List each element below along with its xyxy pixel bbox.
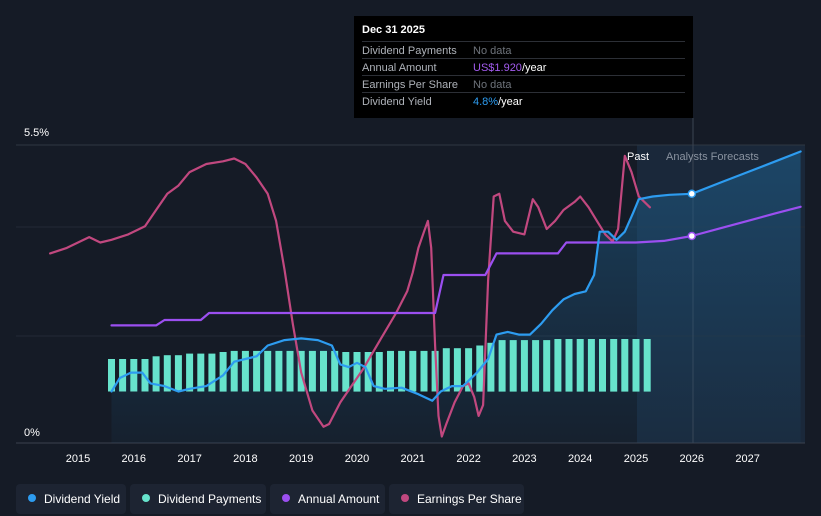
dividend-payment-bar: [241, 350, 249, 392]
tooltip-row-annual-amount: Annual Amount US$1.920/year: [362, 58, 685, 76]
dividend-payment-bar: [174, 355, 182, 392]
dividend-payment-bar: [375, 352, 383, 392]
tooltip-label: Annual Amount: [362, 62, 437, 74]
annual-amount-line: [110, 205, 802, 327]
y-label-bottom: 0%: [24, 427, 40, 439]
dividend-payment-bar: [275, 350, 283, 392]
dividend-payment-bar: [398, 350, 406, 392]
dividend-payment-bar: [532, 340, 540, 392]
tooltip-value: No data: [473, 79, 512, 91]
tooltip-label: Dividend Payments: [362, 45, 457, 57]
dividend-payment-bar: [643, 339, 651, 392]
tooltip-row-dividend-payments: Dividend Payments No data: [362, 41, 685, 59]
legend-item-earnings-per-share[interactable]: Earnings Per Share: [389, 484, 524, 514]
forecast-label: Analysts Forecasts: [666, 151, 759, 163]
dividend-payment-bar: [453, 348, 461, 392]
tooltip-value: 4.8%: [473, 96, 499, 108]
annual-amount-marker: [687, 231, 697, 241]
x-tick-label: 2027: [735, 453, 759, 465]
x-tick-label: 2017: [177, 453, 201, 465]
legend-dot-icon: [28, 494, 36, 502]
dividend-payment-bar: [130, 359, 138, 392]
x-tick-label: 2021: [401, 453, 425, 465]
tooltip-value-wrap: 4.8%/year: [473, 96, 523, 108]
dividend-payment-bar: [286, 350, 294, 392]
dividend-payment-bar: [621, 339, 629, 392]
x-tick-label: 2020: [345, 453, 369, 465]
tooltip-row-dividend-yield: Dividend Yield 4.8%/year: [362, 92, 685, 110]
tooltip-value: No data: [473, 45, 512, 57]
x-tick-label: 2018: [233, 453, 257, 465]
x-tick-label: 2022: [456, 453, 480, 465]
x-tick-label: 2023: [512, 453, 536, 465]
x-tick-label: 2019: [289, 453, 313, 465]
dividend-payment-bar: [498, 340, 506, 392]
x-tick-label: 2026: [680, 453, 704, 465]
dividend-payment-bar: [186, 353, 194, 392]
x-tick-label: 2024: [568, 453, 592, 465]
dividend-payment-bar: [487, 342, 495, 392]
dividend-payment-bar: [409, 350, 417, 392]
y-label-top: 5.5%: [24, 127, 49, 139]
tooltip: Dec 31 2025 Dividend Payments No data An…: [354, 16, 693, 118]
legend-item-annual-amount[interactable]: Annual Amount: [270, 484, 385, 514]
legend-item-dividend-payments[interactable]: Dividend Payments: [130, 484, 266, 514]
dividend-yield-marker: [687, 189, 697, 199]
dividend-payment-bar: [587, 339, 595, 392]
legend-label: Earnings Per Share: [417, 492, 522, 506]
dividend-payment-bar: [152, 356, 160, 392]
dividend-payment-bar: [420, 350, 428, 392]
dividend-payment-bar: [308, 350, 316, 392]
dividend-payment-bar: [520, 340, 528, 392]
x-tick-label: 2016: [122, 453, 146, 465]
dividend-payment-bar: [509, 340, 517, 392]
dividend-payment-bar: [554, 339, 562, 392]
legend-dot-icon: [401, 494, 409, 502]
dividend-payment-bar: [442, 348, 450, 392]
earnings-per-share-line: [49, 154, 651, 438]
tooltip-unit: /year: [498, 96, 523, 108]
dividend-payment-bar: [163, 355, 171, 392]
tooltip-value: US$1.920: [473, 62, 522, 74]
dividend-payment-bar: [543, 340, 551, 392]
dividend-payment-bar: [465, 348, 473, 392]
dividend-payment-bar: [342, 352, 350, 392]
legend-label: Dividend Payments: [158, 492, 262, 506]
past-label: Past: [627, 151, 649, 163]
legend-label: Dividend Yield: [44, 492, 121, 506]
dividend-payment-bar: [264, 350, 272, 392]
tooltip-label: Dividend Yield: [362, 96, 432, 108]
dividend-payment-bar: [108, 359, 115, 392]
dividend-payment-bar: [353, 352, 361, 392]
tooltip-date: Dec 31 2025: [362, 24, 425, 36]
dividend-payment-bar: [431, 350, 439, 392]
dividend-payment-bar: [197, 353, 205, 392]
legend-item-dividend-yield[interactable]: Dividend Yield: [16, 484, 126, 514]
dividend-yield-line: [110, 150, 802, 402]
dividend-payment-bar: [253, 350, 261, 392]
dividend-payment-bar: [632, 339, 640, 392]
dividend-payment-bar: [230, 350, 238, 392]
legend-dot-icon: [142, 494, 150, 502]
dividend-payment-bar: [576, 339, 584, 392]
legend-dot-icon: [282, 494, 290, 502]
dividend-payment-bar: [320, 350, 327, 392]
dividend-payment-bar: [219, 352, 227, 392]
dividend-payment-bar: [387, 350, 394, 392]
x-tick-label: 2015: [66, 453, 90, 465]
tooltip-unit: /year: [521, 62, 547, 74]
dividend-payment-bar: [331, 350, 339, 392]
dividend-payment-bar: [119, 359, 127, 392]
legend-label: Annual Amount: [298, 492, 380, 506]
tooltip-label: Earnings Per Share: [362, 79, 458, 91]
tooltip-row-earnings-per-share: Earnings Per Share No data: [362, 75, 685, 93]
x-tick-label: 2025: [624, 453, 648, 465]
dividend-payment-bar: [610, 339, 618, 392]
tooltip-value-wrap: US$1.920/year: [473, 62, 546, 74]
dividend-payment-bar: [208, 353, 216, 392]
dividend-payment-bar: [565, 339, 573, 392]
dividend-payment-bar: [599, 339, 606, 392]
